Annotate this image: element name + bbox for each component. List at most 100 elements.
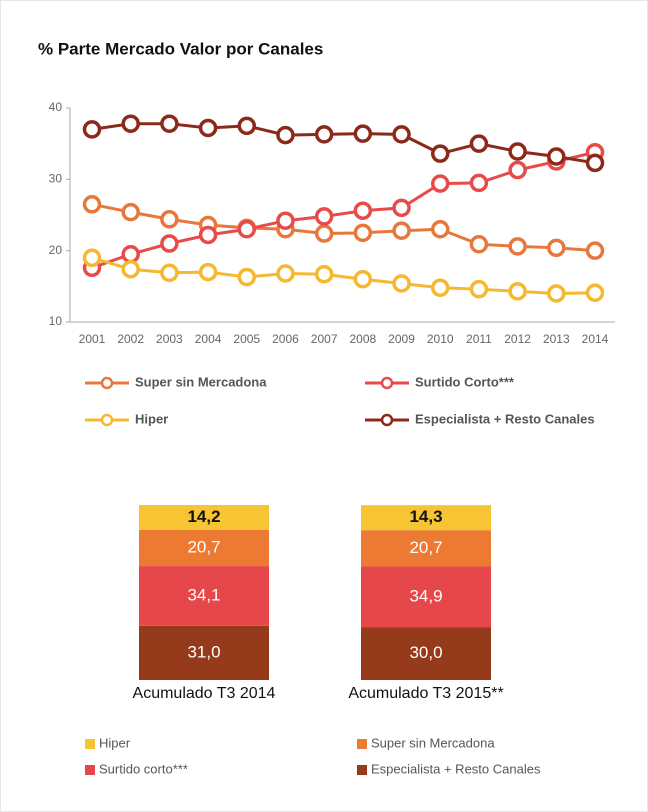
point xyxy=(392,274,411,293)
legend-label: Super sin Mercadona xyxy=(135,374,267,389)
point xyxy=(547,284,566,303)
point xyxy=(430,278,450,298)
bar-segment xyxy=(361,566,491,628)
x-tick-label: 2012 xyxy=(504,332,531,346)
x-tick-label: Acumulado T3 2014 xyxy=(133,685,276,702)
point xyxy=(276,264,295,283)
bar-segment xyxy=(361,530,491,567)
point xyxy=(276,125,295,145)
point xyxy=(430,174,450,193)
legend-label: Especialista + Resto Canales xyxy=(415,411,595,426)
point xyxy=(82,248,102,268)
point xyxy=(430,220,450,239)
point xyxy=(198,262,218,282)
legend-marker xyxy=(100,413,114,427)
legend-label: Surtido Corto*** xyxy=(415,374,515,389)
point xyxy=(353,223,373,243)
value-label: 34,1 xyxy=(187,585,220,604)
point xyxy=(160,263,179,283)
y-tick-label: 30 xyxy=(49,172,63,186)
point xyxy=(121,244,140,264)
point xyxy=(160,234,179,253)
point xyxy=(121,114,140,133)
point xyxy=(160,114,179,133)
bar-segment xyxy=(139,566,269,626)
x-tick-label: 2014 xyxy=(582,332,609,346)
legend-marker xyxy=(380,413,394,427)
x-tick-label: 2001 xyxy=(79,332,106,346)
y-tick-label: 40 xyxy=(49,100,63,114)
bar-segment xyxy=(361,505,491,531)
x-tick-label: 2007 xyxy=(311,332,338,346)
point xyxy=(198,225,218,245)
point xyxy=(508,142,527,161)
bar-segment xyxy=(139,529,269,567)
point xyxy=(82,120,102,139)
bar-segment xyxy=(361,627,491,680)
point xyxy=(314,125,334,144)
legend-label: Surtido corto*** xyxy=(99,761,188,776)
legend-swatch xyxy=(357,765,367,775)
x-tick-label: 2004 xyxy=(195,332,222,346)
legend-swatch xyxy=(85,765,95,775)
legend-label: Especialista + Resto Canales xyxy=(371,761,541,776)
legend-label: Hiper xyxy=(135,411,168,426)
point xyxy=(469,279,489,299)
point xyxy=(237,220,257,239)
x-tick-label: 2010 xyxy=(427,332,454,346)
point xyxy=(392,221,411,240)
point xyxy=(508,237,527,256)
value-label: 34,9 xyxy=(409,586,442,605)
point xyxy=(469,234,489,254)
point xyxy=(469,173,489,193)
x-tick-label: 2011 xyxy=(466,332,492,346)
bar-segment xyxy=(139,625,269,680)
chart-title: % Parte Mercado Valor por Canales xyxy=(38,39,323,58)
point xyxy=(276,211,295,230)
point xyxy=(237,116,257,136)
value-label: 31,0 xyxy=(187,642,220,661)
point xyxy=(121,202,140,222)
x-tick-label: 2003 xyxy=(156,332,183,346)
point xyxy=(585,241,605,260)
point xyxy=(430,144,450,163)
value-label: 14,2 xyxy=(187,507,220,526)
x-tick-label: 2013 xyxy=(543,332,570,346)
x-tick-label: 2005 xyxy=(233,332,260,346)
point xyxy=(547,147,566,166)
x-tick-label: Acumulado T3 2015** xyxy=(348,685,503,702)
point xyxy=(585,153,605,173)
point xyxy=(508,160,527,180)
legend-marker xyxy=(100,376,114,390)
point xyxy=(160,210,179,229)
value-label: 20,7 xyxy=(409,538,442,557)
x-tick-label: 2006 xyxy=(272,332,299,346)
point xyxy=(314,207,334,226)
point xyxy=(198,118,218,138)
x-tick-label: 2008 xyxy=(349,332,376,346)
legend-marker xyxy=(380,376,394,390)
legend-swatch xyxy=(85,739,95,749)
point xyxy=(547,238,566,258)
point xyxy=(314,264,334,284)
y-tick-label: 20 xyxy=(49,243,63,257)
y-tick-label: 10 xyxy=(49,314,63,328)
x-tick-label: 2002 xyxy=(117,332,144,346)
value-label: 14,3 xyxy=(409,507,442,526)
point xyxy=(121,259,140,279)
legend-label: Hiper xyxy=(99,735,131,750)
point xyxy=(469,134,489,153)
bar-segment xyxy=(139,505,269,530)
point xyxy=(353,269,373,289)
point xyxy=(353,124,373,143)
value-label: 30,0 xyxy=(409,643,442,662)
point xyxy=(392,198,411,218)
point xyxy=(237,267,257,287)
legend-label: Super sin Mercadona xyxy=(371,735,495,750)
legend-swatch xyxy=(357,739,367,749)
point xyxy=(82,195,102,214)
point xyxy=(392,125,411,144)
x-tick-label: 2009 xyxy=(388,332,415,346)
point xyxy=(585,283,605,303)
